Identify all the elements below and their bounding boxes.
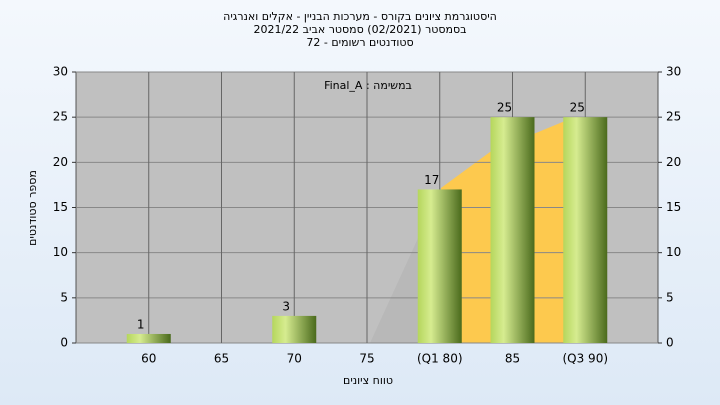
data-label: 3: [282, 299, 290, 313]
bar: [563, 117, 608, 344]
x-tick-label: 60: [141, 352, 156, 366]
x-tick-label: 85: [505, 352, 520, 366]
data-label: 25: [497, 101, 512, 115]
bar: [490, 117, 535, 344]
bar: [126, 333, 171, 343]
x-tick-label: 65: [214, 352, 229, 366]
y2-tick-label: 25: [666, 110, 681, 124]
chart-title: היסטוגרמת ציונים בקורס - מערכות הבניין -…: [223, 10, 497, 23]
y2-tick-label: 0: [666, 336, 674, 350]
y-tick-label: 25: [53, 110, 68, 124]
x-tick-label: 70: [287, 352, 302, 366]
y-tick-label: 5: [60, 290, 68, 304]
chart-subtitle: בסמסטר (02/2021) סמסטר אביב 2021/22: [253, 23, 466, 36]
bar: [272, 315, 317, 343]
y2-tick-label: 15: [666, 200, 681, 214]
x-tick-label: (Q1 80): [417, 352, 463, 366]
x-axis-label: טווח ציונים: [343, 374, 393, 387]
chart-subtitle: סטודנטים רשומים - 72: [306, 36, 413, 49]
annotation: במשימה : Final_A: [324, 79, 412, 92]
y2-tick-label: 10: [666, 245, 681, 259]
y-tick-label: 30: [53, 65, 68, 79]
y-tick-label: 20: [53, 155, 68, 169]
y-tick-label: 0: [60, 336, 68, 350]
y2-tick-label: 30: [666, 65, 681, 79]
y-axis-label: מספר סטודנטים: [26, 170, 39, 246]
y2-tick-label: 5: [666, 290, 674, 304]
data-label: 25: [570, 101, 585, 115]
x-tick-label: 75: [359, 352, 374, 366]
data-label: 17: [424, 173, 439, 187]
y-tick-label: 10: [53, 245, 68, 259]
x-tick-label: (Q3 90): [562, 352, 608, 366]
bar: [417, 189, 462, 343]
data-label: 1: [137, 317, 145, 331]
y2-tick-label: 20: [666, 155, 681, 169]
y-tick-label: 15: [53, 200, 68, 214]
